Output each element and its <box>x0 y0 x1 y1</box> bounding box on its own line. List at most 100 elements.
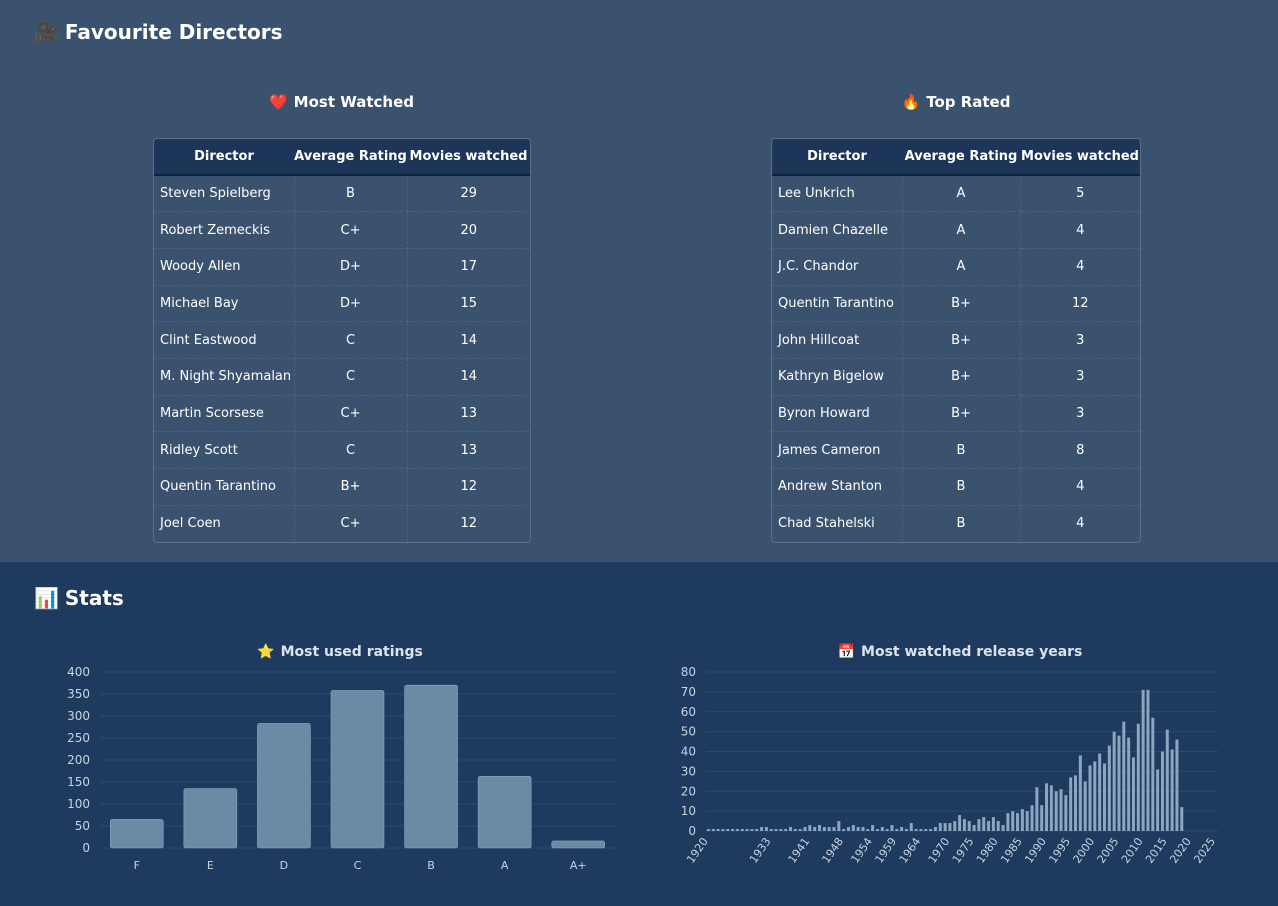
year-bar[interactable] <box>721 829 725 831</box>
year-bar[interactable] <box>755 829 759 831</box>
year-bar[interactable] <box>842 829 846 831</box>
year-bar[interactable] <box>1049 785 1053 831</box>
year-bar[interactable] <box>740 829 744 831</box>
year-bar[interactable] <box>711 829 715 831</box>
year-bar[interactable] <box>1141 689 1145 831</box>
year-bar[interactable] <box>818 825 822 831</box>
most-watched-header-1[interactable]: Average Rating <box>294 139 407 176</box>
year-bar[interactable] <box>1045 783 1049 831</box>
year-bar[interactable] <box>958 815 962 831</box>
year-bar[interactable] <box>1083 781 1087 831</box>
year-bar[interactable] <box>1059 789 1063 831</box>
top-rated-header-0[interactable]: Director <box>772 139 902 176</box>
year-bar[interactable] <box>1011 811 1015 831</box>
year-bar[interactable] <box>1170 749 1174 831</box>
year-bar[interactable] <box>1165 729 1169 831</box>
year-bar[interactable] <box>827 827 831 831</box>
year-bar[interactable] <box>987 821 991 831</box>
year-bar[interactable] <box>1069 777 1073 831</box>
year-bar[interactable] <box>779 829 783 831</box>
year-bar[interactable] <box>764 827 768 831</box>
rating-bar[interactable] <box>404 684 458 849</box>
year-bar[interactable] <box>1146 689 1150 831</box>
year-bar[interactable] <box>919 829 923 831</box>
year-bar[interactable] <box>1020 809 1024 831</box>
rating-bar[interactable] <box>477 775 532 849</box>
year-bar[interactable] <box>1093 761 1097 831</box>
year-bar[interactable] <box>774 829 778 831</box>
most-watched-header-2[interactable]: Movies watched <box>407 139 530 176</box>
year-bar[interactable] <box>875 829 879 831</box>
rating-bar[interactable] <box>551 840 606 849</box>
year-bar[interactable] <box>1151 717 1155 831</box>
year-bar[interactable] <box>885 829 889 831</box>
year-bar[interactable] <box>1160 751 1164 832</box>
year-bar[interactable] <box>1156 769 1160 831</box>
year-bar[interactable] <box>914 829 918 831</box>
year-bar[interactable] <box>735 829 739 831</box>
year-bar[interactable] <box>895 829 899 831</box>
year-bar[interactable] <box>1054 791 1058 831</box>
year-bar[interactable] <box>1131 757 1135 831</box>
year-bar[interactable] <box>1016 813 1020 831</box>
year-bar[interactable] <box>856 827 860 831</box>
year-bar[interactable] <box>953 821 957 831</box>
year-bar[interactable] <box>837 821 841 831</box>
year-bar[interactable] <box>967 821 971 831</box>
year-bar[interactable] <box>1122 721 1126 831</box>
year-bar[interactable] <box>890 825 894 831</box>
year-bar[interactable] <box>1088 765 1092 831</box>
rating-bar[interactable] <box>257 723 311 849</box>
year-bar[interactable] <box>716 829 720 831</box>
year-bar[interactable] <box>1006 813 1010 831</box>
year-bar[interactable] <box>832 827 836 831</box>
year-bar[interactable] <box>871 825 875 831</box>
year-bar[interactable] <box>933 827 937 831</box>
year-bar[interactable] <box>745 829 749 831</box>
year-bar[interactable] <box>706 829 710 831</box>
year-bar[interactable] <box>1001 825 1005 831</box>
year-bar[interactable] <box>798 829 802 831</box>
year-bar[interactable] <box>1030 805 1034 831</box>
year-bar[interactable] <box>880 827 884 831</box>
year-bar[interactable] <box>1102 763 1106 831</box>
year-bar[interactable] <box>808 825 812 831</box>
year-bar[interactable] <box>972 825 976 831</box>
year-bar[interactable] <box>1025 811 1029 831</box>
year-bar[interactable] <box>784 829 788 831</box>
year-bar[interactable] <box>996 821 1000 831</box>
year-bar[interactable] <box>904 829 908 831</box>
year-bar[interactable] <box>900 827 904 831</box>
rating-bar[interactable] <box>330 690 385 849</box>
year-bar[interactable] <box>924 829 928 831</box>
most-watched-header-0[interactable]: Director <box>154 139 294 176</box>
year-bar[interactable] <box>813 827 817 831</box>
year-bar[interactable] <box>1035 787 1039 831</box>
year-bar[interactable] <box>760 827 764 831</box>
year-bar[interactable] <box>1136 723 1140 831</box>
year-bar[interactable] <box>866 829 870 831</box>
year-bar[interactable] <box>1107 745 1111 831</box>
year-bar[interactable] <box>938 823 942 831</box>
top-rated-header-1[interactable]: Average Rating <box>902 139 1020 176</box>
year-bar[interactable] <box>1074 775 1078 831</box>
year-bar[interactable] <box>1127 737 1131 831</box>
year-bar[interactable] <box>929 829 933 831</box>
year-bar[interactable] <box>1064 795 1068 831</box>
year-bar[interactable] <box>861 827 865 831</box>
year-bar[interactable] <box>822 827 826 831</box>
year-bar[interactable] <box>1078 755 1082 831</box>
year-bar[interactable] <box>846 827 850 831</box>
year-bar[interactable] <box>1175 739 1179 831</box>
year-bar[interactable] <box>731 829 735 831</box>
year-bar[interactable] <box>803 827 807 831</box>
year-bar[interactable] <box>1180 807 1184 831</box>
year-bar[interactable] <box>750 829 754 831</box>
year-bar[interactable] <box>851 825 855 831</box>
year-bar[interactable] <box>1112 731 1116 831</box>
year-bar[interactable] <box>943 823 947 831</box>
year-bar[interactable] <box>977 819 981 831</box>
top-rated-header-2[interactable]: Movies watched <box>1020 139 1140 176</box>
rating-bar[interactable] <box>110 819 164 849</box>
year-bar[interactable] <box>948 823 952 831</box>
